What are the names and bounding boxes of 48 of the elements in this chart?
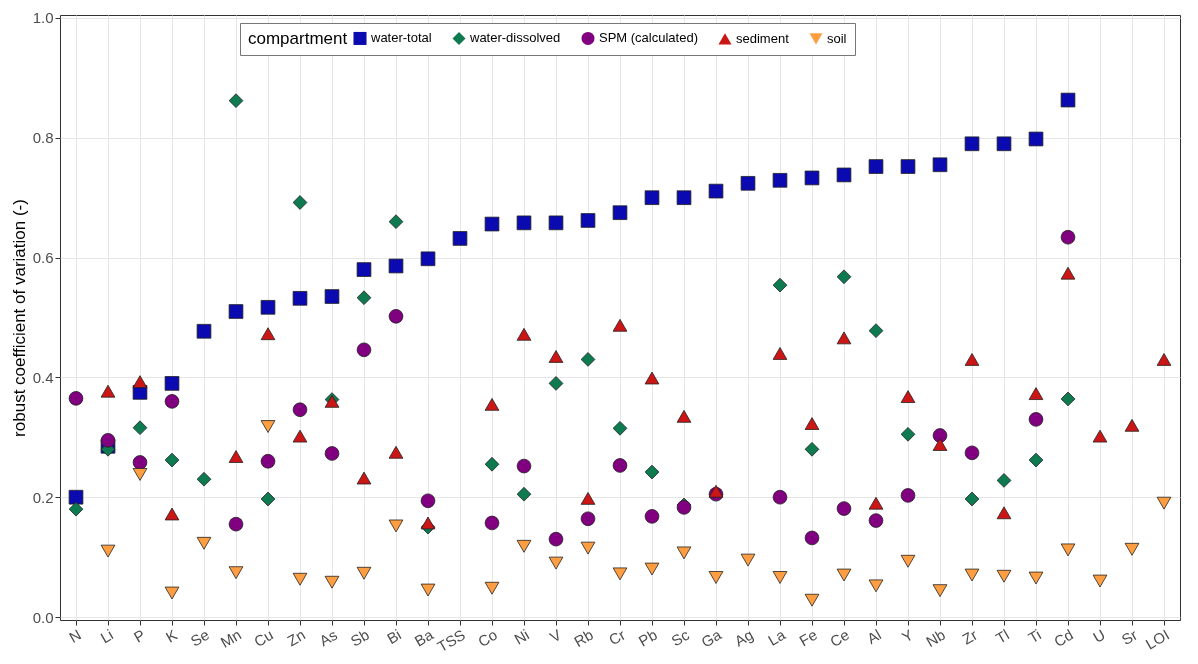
y-tick-label: 0.2 xyxy=(32,488,54,506)
x-tick-label: Cu xyxy=(250,625,276,651)
x-tick-label: Bi xyxy=(383,625,404,648)
x-tick-label: Nb xyxy=(922,625,948,651)
x-tick-label: Sb xyxy=(347,625,372,650)
x-tick-label: Cd xyxy=(1050,625,1076,651)
x-tick-label: Tl xyxy=(992,625,1012,647)
x-tick-label: Ni xyxy=(511,625,532,648)
x-tick-label: Fe xyxy=(796,625,820,650)
legend-title: compartment xyxy=(248,29,348,48)
legend-label: water-total xyxy=(370,30,432,46)
x-tick-label: Ag xyxy=(731,625,756,650)
x-tick-label: Sr xyxy=(1118,625,1140,648)
x-tick-label: Rb xyxy=(570,625,596,651)
y-tick-label: 1.0 xyxy=(32,9,54,27)
x-tick-label: V xyxy=(546,625,564,646)
x-tick-label: Mn xyxy=(217,625,244,651)
x-tick-label: Se xyxy=(187,625,212,650)
x-tick-label: Li xyxy=(97,625,116,647)
x-tick-label: K xyxy=(162,625,180,646)
x-tick-label: La xyxy=(765,625,789,649)
x-tick-label: Ga xyxy=(698,625,725,651)
x-tick-label: Pb xyxy=(635,625,660,650)
legend-label: sediment xyxy=(736,30,790,46)
legend-label: soil xyxy=(827,30,847,46)
x-tick-label: N xyxy=(66,625,84,646)
x-tick-label: P xyxy=(130,625,148,646)
x-tick-label: U xyxy=(1090,625,1108,646)
y-tick-label: 0.0 xyxy=(32,608,54,626)
x-tick-label: As xyxy=(316,625,340,650)
x-tick-label: Sc xyxy=(668,625,693,650)
y-tick-label: 0.4 xyxy=(32,368,54,386)
x-tick-label: Zn xyxy=(284,625,308,650)
x-tick-label: Ce xyxy=(826,625,852,651)
y-tick-label: 0.8 xyxy=(32,129,54,147)
legend-label: water-dissolved xyxy=(469,30,561,46)
y-tick-label: 0.6 xyxy=(32,249,54,267)
legend-label: SPM (calculated) xyxy=(599,30,698,46)
x-tick-label: Zr xyxy=(959,625,980,648)
x-tick-label: LOI xyxy=(1142,625,1172,653)
x-tick-label: Ti xyxy=(1025,625,1044,647)
x-tick-label: Ba xyxy=(411,625,437,650)
y-axis-title: robust coefficient of variation (-) xyxy=(9,199,29,437)
x-tick-label: Y xyxy=(898,625,916,646)
x-tick-label: Al xyxy=(863,625,884,648)
x-tick-label: Co xyxy=(474,625,500,651)
x-tick-label: Cr xyxy=(605,625,628,649)
x-tick-label: TSS xyxy=(434,625,468,656)
